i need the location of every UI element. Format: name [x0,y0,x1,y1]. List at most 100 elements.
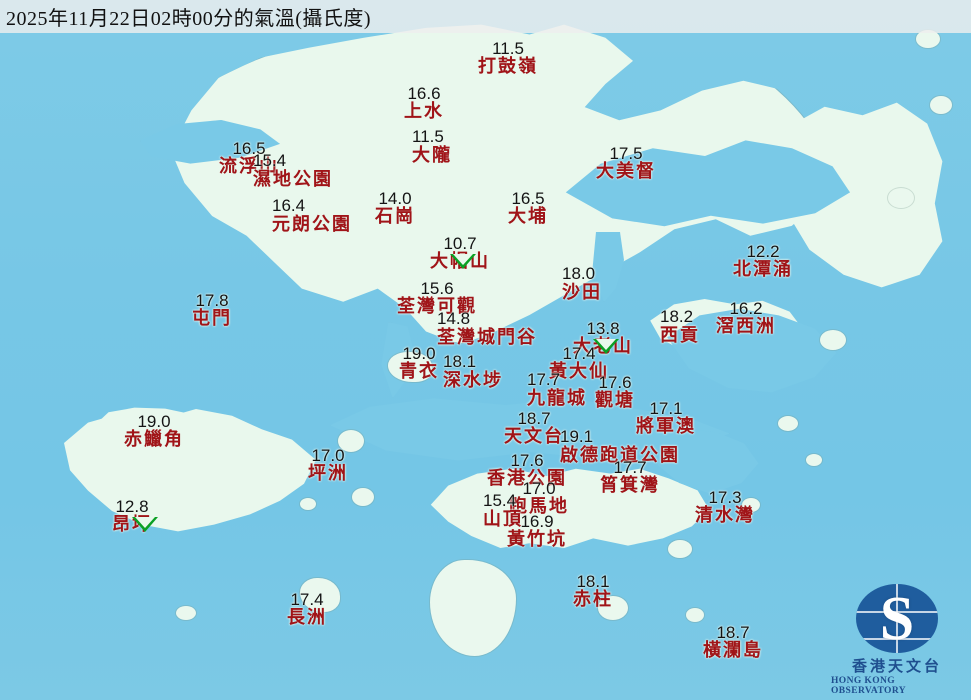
station-label: 17.7 九龍城 [527,371,587,407]
station-label: 17.6 觀塘 [595,374,635,409]
logo-vertical-bar [896,584,898,653]
station-label: 16.6 上水 [404,85,444,120]
station-name: 天文台 [504,426,564,446]
station-label: 15.4 濕地公園 [253,152,333,188]
station-name: 元朗公園 [272,214,352,234]
station-temperature: 14.8 [437,309,471,328]
station-name: 北潭涌 [733,259,793,279]
station-name: 黃竹坑 [507,529,567,549]
station-label: 17.7 筲箕灣 [600,459,660,494]
station-label: 14.0 石崗 [375,190,415,225]
station-name: 九龍城 [527,388,587,408]
landmass-hong-kong-island [430,468,710,548]
hko-name-en: HONG KONG OBSERVATORY [831,676,907,696]
station-label: 17.5 大美督 [596,145,656,180]
station-name: 青衣 [399,361,439,381]
station-temperature: 17.6 [510,451,544,470]
station-temperature: 15.4 [483,491,517,510]
island-hei-ling-chau [352,488,374,506]
station-name: 坪洲 [308,463,348,483]
station-label: 17.0 坪洲 [308,447,348,482]
station-label: 17.1 將軍澳 [636,400,696,435]
island-lamma [430,560,516,656]
station-name: 西貢 [660,325,700,345]
island-waglan [686,608,704,622]
station-temperature: 15.4 [253,151,287,170]
station-label: 15.6 荃灣可觀 [397,280,477,315]
station-label: 12.2 北潭涌 [733,243,793,278]
station-temperature: 18.0 [562,264,596,283]
hko-logo-mark-icon: S [856,584,938,653]
station-temperature: 18.1 [576,572,610,591]
station-temperature: 16.5 [511,189,545,208]
station-name: 大美督 [596,161,656,181]
station-name: 筲箕灣 [600,475,660,495]
island-cheung-chau [300,578,340,612]
station-temperature: 17.0 [522,479,556,498]
station-temperature: 17.4 [290,590,324,609]
island-peng-chau [338,430,364,452]
station-temperature: 17.7 [527,370,561,389]
station-temperature: 13.8 [586,319,620,338]
station-label: 19.0 赤鱲角 [124,413,184,448]
island-soko [176,606,196,620]
station-name: 清水灣 [695,505,755,525]
station-name: 濕地公園 [253,169,333,189]
station-temperature: 17.1 [649,399,683,418]
station-name: 屯門 [192,308,232,328]
station-label: 18.7 天文台 [504,410,564,445]
station-marker-triangle-icon [450,254,476,269]
island-basalt [778,416,798,431]
station-temperature: 18.7 [517,409,551,428]
station-label: 18.7 橫瀾島 [703,624,763,659]
station-temperature: 12.8 [115,497,149,516]
station-temperature: 16.2 [729,299,763,318]
hko-logo: S 香港天文台 HONG KONG OBSERVATORY [831,584,963,696]
station-name: 黃大仙 [549,361,609,381]
page-title: 2025年11月22日02時00分的氣溫(攝氏度) [6,8,372,30]
station-marker-triangle-icon [593,339,619,354]
station-name: 赤柱 [573,589,613,609]
station-label: 18.2 西貢 [660,308,700,344]
station-temperature: 17.3 [708,488,742,507]
station-name: 山頂 [483,509,523,529]
station-temperature: 17.4 [562,344,596,363]
station-name: 沙田 [562,282,602,302]
station-temperature: 16.4 [272,196,306,215]
station-name: 荃灣城門谷 [437,327,537,347]
station-label: 17.0 跑馬地 [509,480,569,515]
station-name: 上水 [404,101,444,121]
station-name: 橫瀾島 [703,640,763,660]
station-temperature: 18.2 [660,307,694,326]
station-label: 17.4 黃大仙 [549,345,609,380]
station-name: 啟德跑道公園 [560,445,680,465]
station-label: 16.9 黃竹坑 [507,513,567,548]
station-temperature: 18.7 [716,623,750,642]
station-name: 大埔 [508,206,548,226]
station-temperature: 11.5 [412,127,444,146]
station-label: 17.8 屯門 [192,292,232,327]
station-temperature: 10.7 [443,234,477,253]
station-temperature: 17.8 [195,291,229,310]
island-sunshine [300,498,316,510]
station-label: 14.8 荃灣城門谷 [437,310,537,346]
station-label: 16.5 流浮山 [219,140,279,175]
island-tap-mun [888,188,914,208]
station-temperature: 19.0 [137,412,171,431]
island-grass [930,96,952,114]
station-temperature: 16.6 [407,84,441,103]
station-name: 流浮山 [219,156,279,176]
logo-letter: S [879,584,915,653]
station-label: 19.1 啟德跑道公園 [560,428,680,464]
station-label: 17.3 清水灣 [695,489,755,524]
island-town-island [820,330,846,350]
station-marker-triangle-icon [132,517,158,532]
station-name: 滘西洲 [716,316,776,336]
station-label: 16.4 元朗公園 [272,197,352,233]
station-temperature: 15.6 [420,279,454,298]
title-bar: 2025年11月22日02時00分的氣溫(攝氏度) [0,0,971,33]
station-temperature: 19.0 [402,344,436,363]
station-label: 17.6 香港公園 [487,452,567,487]
station-name: 深水埗 [443,370,503,390]
